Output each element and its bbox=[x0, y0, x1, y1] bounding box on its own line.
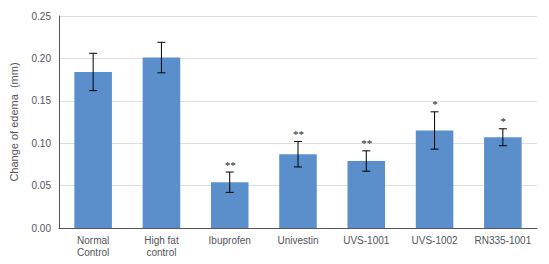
svg-text:**: ** bbox=[361, 137, 373, 149]
svg-text:RN335-1001: RN335-1001 bbox=[474, 235, 531, 246]
svg-text:Change of edema (mm): Change of edema (mm) bbox=[8, 62, 20, 181]
svg-text:*: * bbox=[500, 115, 506, 127]
svg-text:UVS-1001: UVS-1001 bbox=[343, 235, 390, 246]
svg-text:0.10: 0.10 bbox=[32, 138, 52, 149]
svg-text:0.25: 0.25 bbox=[32, 11, 52, 22]
svg-text:Normal: Normal bbox=[77, 235, 109, 246]
svg-text:High fat: High fat bbox=[144, 235, 179, 246]
svg-text:0.15: 0.15 bbox=[32, 95, 52, 106]
svg-text:**: ** bbox=[293, 128, 305, 140]
svg-text:Control: Control bbox=[77, 247, 109, 258]
svg-text:0.20: 0.20 bbox=[32, 53, 52, 64]
svg-text:Ibuprofen: Ibuprofen bbox=[209, 235, 251, 246]
svg-text:control: control bbox=[146, 247, 176, 258]
svg-text:0.05: 0.05 bbox=[32, 180, 52, 191]
svg-text:UVS-1002: UVS-1002 bbox=[412, 235, 459, 246]
svg-text:*: * bbox=[432, 98, 438, 110]
svg-text:Univestin: Univestin bbox=[277, 235, 318, 246]
svg-text:0.00: 0.00 bbox=[32, 223, 52, 234]
svg-text:**: ** bbox=[224, 159, 236, 171]
